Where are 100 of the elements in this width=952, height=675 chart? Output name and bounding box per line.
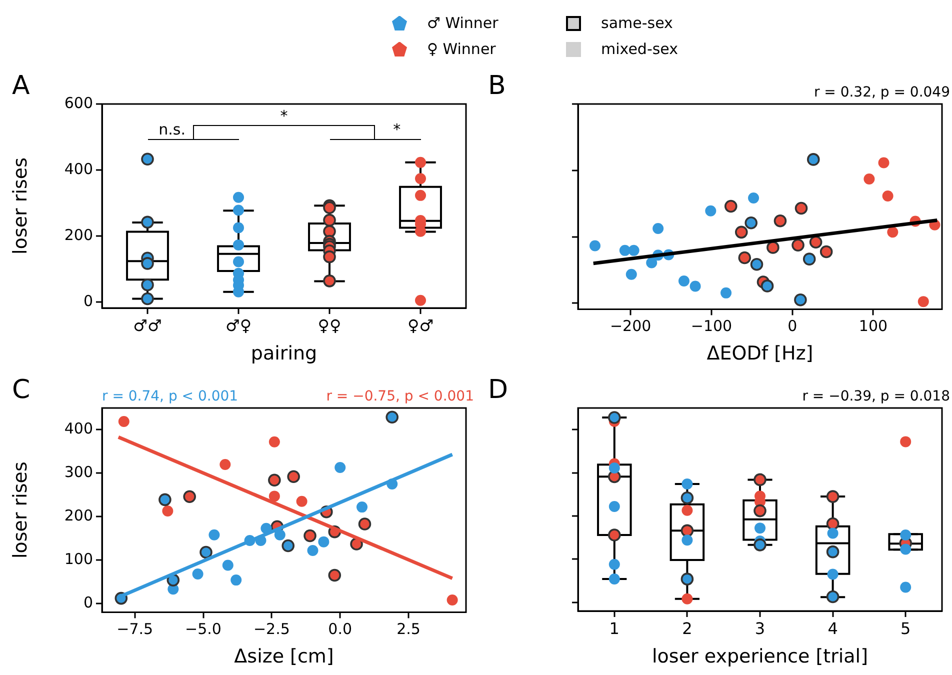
point bbox=[646, 257, 658, 268]
point bbox=[794, 294, 807, 306]
point bbox=[158, 493, 172, 506]
x-tick-label: 0.0 bbox=[328, 620, 352, 638]
point bbox=[200, 546, 212, 559]
text: ♂ Winner bbox=[427, 14, 498, 32]
point bbox=[750, 258, 764, 271]
point bbox=[328, 568, 342, 582]
point bbox=[304, 529, 316, 542]
point bbox=[760, 280, 774, 292]
point bbox=[356, 502, 368, 513]
point bbox=[626, 268, 637, 280]
annotation: * bbox=[280, 107, 288, 126]
point bbox=[274, 529, 286, 540]
point bbox=[918, 296, 929, 308]
y-tick-label: 200 bbox=[64, 226, 93, 244]
point bbox=[766, 241, 780, 254]
point bbox=[628, 244, 640, 256]
text: r = −0.75, p < 0.001 bbox=[326, 388, 474, 405]
point bbox=[386, 410, 399, 424]
x-axis-title: pairing bbox=[250, 342, 318, 365]
x-tick-label: ♂♀ bbox=[225, 316, 252, 335]
x-tick-label: −2.5 bbox=[253, 620, 290, 638]
point bbox=[878, 157, 890, 168]
x-tick-label: ♂♂ bbox=[133, 316, 162, 335]
point bbox=[774, 214, 787, 228]
point bbox=[230, 574, 242, 586]
y-tick-label: 0 bbox=[83, 593, 93, 612]
y-tick-label: 400 bbox=[64, 420, 93, 438]
point bbox=[208, 529, 220, 540]
point bbox=[690, 280, 701, 292]
point bbox=[802, 252, 816, 266]
chart-title: D bbox=[488, 374, 508, 405]
point bbox=[734, 226, 748, 239]
text: mixed-sex bbox=[601, 40, 678, 58]
point bbox=[794, 202, 808, 215]
x-tick-label: −200 bbox=[610, 317, 652, 336]
annotation: n.s. bbox=[158, 120, 186, 139]
x-tick-label: −100 bbox=[690, 317, 732, 336]
x-tick-label: ♀♂ bbox=[407, 316, 434, 335]
y-tick-label: 100 bbox=[64, 550, 93, 568]
point bbox=[183, 490, 196, 504]
point bbox=[678, 275, 690, 286]
x-axis-title: Δsize [cm] bbox=[234, 646, 334, 668]
x-tick-label: 3 bbox=[754, 618, 766, 638]
point bbox=[724, 200, 738, 213]
chart-subtitle: r = −0.39, p = 0.018 bbox=[802, 388, 950, 405]
point bbox=[720, 287, 732, 298]
point bbox=[589, 240, 600, 252]
x-tick-label: 1 bbox=[609, 618, 620, 638]
point bbox=[820, 245, 833, 258]
point bbox=[118, 416, 130, 427]
chart-title: C bbox=[12, 374, 30, 405]
point bbox=[162, 505, 174, 516]
point bbox=[268, 436, 280, 448]
point bbox=[652, 223, 664, 234]
x-tick-label: 2.5 bbox=[396, 620, 420, 638]
y-tick-label: 400 bbox=[64, 160, 93, 178]
point bbox=[887, 226, 898, 238]
x-axis-title: ΔEODf [Hz] bbox=[706, 342, 814, 365]
chart-subtitle: r = 0.32, p = 0.049 bbox=[814, 84, 950, 101]
x-tick-label: 4 bbox=[828, 618, 838, 638]
point bbox=[318, 536, 330, 548]
x-tick-label: −5.0 bbox=[185, 620, 222, 638]
point bbox=[268, 474, 281, 487]
point bbox=[222, 560, 234, 571]
x-tick-label: 0 bbox=[788, 317, 798, 336]
point bbox=[287, 470, 300, 484]
point bbox=[268, 490, 280, 502]
y-tick-label: 600 bbox=[64, 94, 93, 112]
y-axis-title: loser rises bbox=[9, 462, 32, 559]
text: r = 0.74, p < 0.001 bbox=[102, 388, 238, 405]
annotation: * bbox=[393, 120, 402, 139]
point bbox=[792, 238, 804, 252]
point bbox=[220, 458, 231, 470]
x-tick-label: 2 bbox=[682, 618, 692, 638]
chart-title: A bbox=[12, 70, 30, 101]
text: ♀ Winner bbox=[427, 40, 496, 58]
point bbox=[809, 236, 822, 249]
point bbox=[334, 462, 346, 474]
point bbox=[192, 568, 204, 580]
x-tick-label: 5 bbox=[900, 618, 911, 638]
y-tick-label: 200 bbox=[64, 506, 93, 525]
y-tick-label: 0 bbox=[83, 292, 93, 310]
y-axis-title: loser rises bbox=[9, 158, 32, 254]
x-tick-label: 100 bbox=[858, 317, 888, 336]
x-axis-title: loser experience [trial] bbox=[652, 646, 868, 668]
point bbox=[282, 539, 295, 552]
point bbox=[446, 594, 458, 606]
text: same-sex bbox=[601, 14, 673, 32]
point bbox=[806, 153, 820, 166]
point bbox=[358, 518, 372, 530]
y-tick-label: 300 bbox=[64, 463, 93, 482]
point bbox=[864, 174, 875, 185]
point bbox=[307, 545, 318, 556]
point bbox=[882, 190, 894, 202]
point bbox=[705, 205, 716, 216]
x-tick-label: ♀♀ bbox=[318, 316, 342, 335]
point bbox=[748, 192, 760, 204]
point bbox=[738, 251, 752, 264]
